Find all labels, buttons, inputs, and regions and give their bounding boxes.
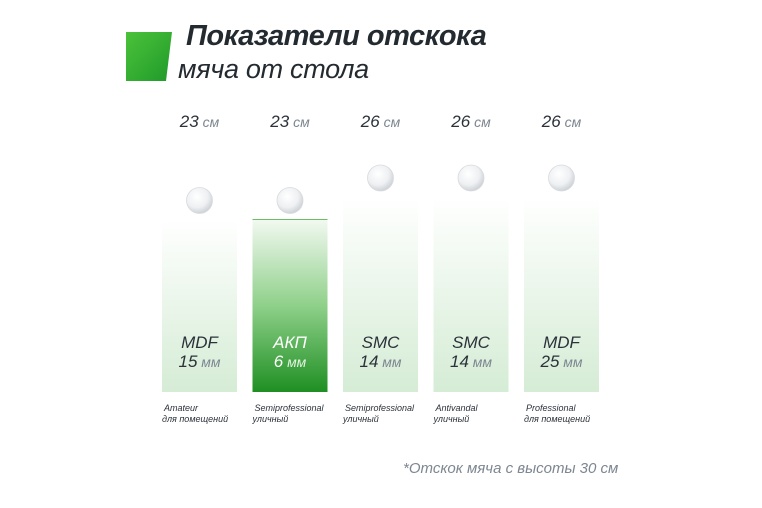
value-label: 26 см: [360, 112, 401, 131]
usage-label: уличный: [433, 414, 470, 424]
material-label: АКП: [272, 333, 307, 352]
material-label: SMC: [362, 333, 401, 352]
bar-3: [343, 197, 418, 392]
page-title: Показатели отскока: [186, 20, 487, 52]
bar-1: [162, 219, 237, 392]
thickness-label: 14 мм: [359, 352, 401, 371]
category-label: Semiprofessional: [345, 403, 415, 413]
usage-label: уличный: [252, 414, 289, 424]
category-label: Antivandal: [435, 403, 479, 413]
usage-label: для помещений: [524, 414, 590, 424]
ball-icon: [457, 164, 485, 192]
material-label: MDF: [181, 333, 219, 352]
thickness-label: 15 мм: [178, 352, 220, 371]
page-subtitle: мяча от стола: [178, 54, 369, 84]
category-label: Amateur: [163, 403, 199, 413]
bar-2: [252, 219, 328, 392]
bar-5: [524, 197, 599, 392]
value-label: 23 см: [269, 112, 310, 131]
thickness-label: 14 мм: [450, 352, 492, 371]
ball-icon: [367, 164, 394, 192]
category-label: Semiprofessional: [255, 403, 325, 413]
category-label: Professional: [526, 403, 577, 413]
usage-label: уличный: [342, 414, 379, 424]
value-label: 26 см: [450, 112, 491, 131]
ball-icon: [186, 187, 213, 214]
material-label: MDF: [543, 333, 581, 352]
usage-label: для помещений: [162, 414, 228, 424]
value-label: 26 см: [541, 112, 582, 131]
thickness-label: 25 мм: [539, 352, 582, 371]
value-label: 23 см: [179, 112, 220, 131]
ball-icon: [276, 187, 304, 214]
bar-4: [433, 197, 509, 392]
thickness-label: 6 мм: [274, 352, 307, 371]
ball-icon: [548, 164, 575, 192]
footnote: *Отскок мяча с высоты 30 см: [403, 460, 619, 477]
logo-parallelogram-icon: [126, 32, 172, 81]
material-label: SMC: [452, 333, 491, 352]
